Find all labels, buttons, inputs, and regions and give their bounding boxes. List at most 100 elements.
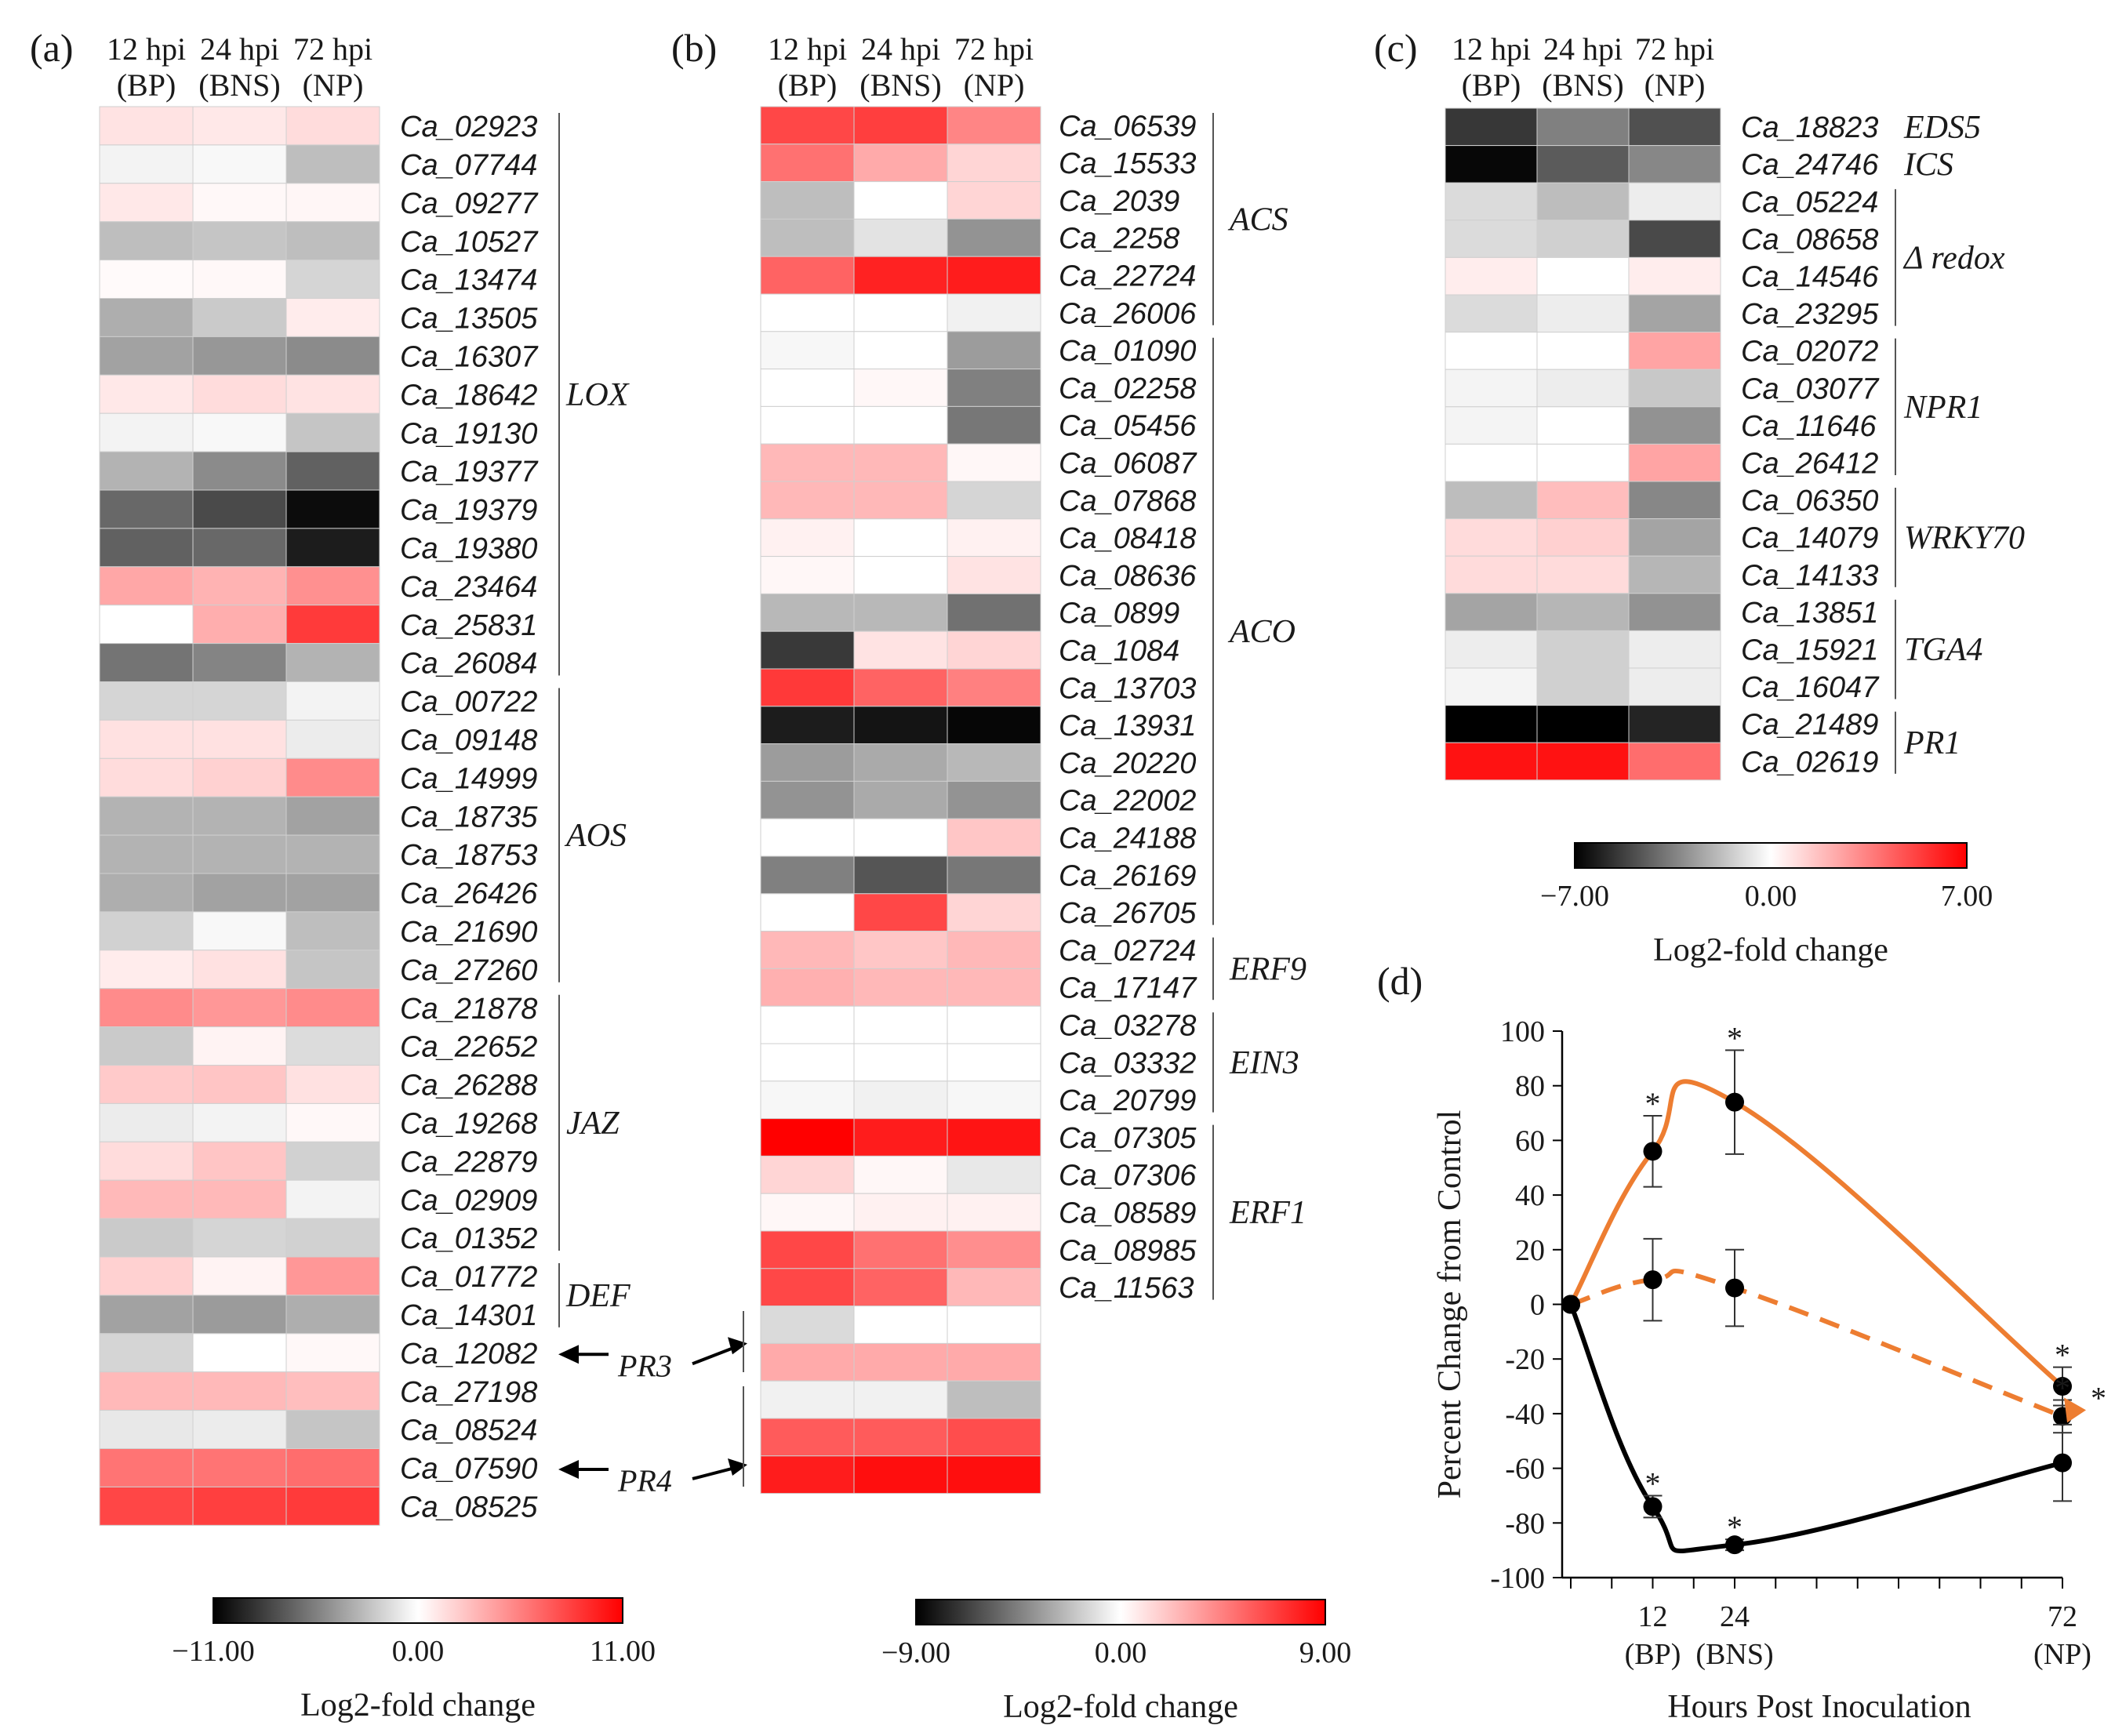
heatmap-cell: [853, 818, 948, 857]
significance-marker: *: [1727, 1509, 1743, 1545]
gene-label: Ca_08589: [1059, 1197, 1196, 1229]
gene-label: Ca_15533: [1059, 147, 1196, 180]
heatmap-cell: [285, 1410, 380, 1449]
heatmap-cell: [853, 1043, 948, 1082]
gene-label: Ca_27198: [400, 1376, 537, 1409]
heatmap-cell: [947, 630, 1041, 670]
heatmap-cell: [1536, 332, 1630, 370]
heatmap-cell: [192, 796, 287, 836]
heatmap-cell: [760, 593, 855, 632]
data-point: [2053, 1453, 2072, 1473]
gene-label: Ca_02072: [1741, 336, 1878, 369]
heatmap-cell: [947, 1080, 1041, 1120]
heatmap-cell: [192, 528, 287, 568]
heatmap-cell: [947, 106, 1041, 145]
heatmap-cell: [1445, 593, 1538, 631]
heatmap-cell: [760, 1118, 855, 1157]
data-point: [1643, 1270, 1663, 1290]
heatmap-cell: [99, 1102, 194, 1142]
gene-label: Ca_05456: [1059, 410, 1197, 443]
pointer-label: PR4: [617, 1463, 672, 1498]
gene-label: Ca_24746: [1741, 149, 1879, 182]
gene-label: Ca_22879: [400, 1146, 537, 1179]
y-tick-label: 80: [1515, 1070, 1545, 1103]
heatmap-cell: [1536, 406, 1630, 445]
y-tick-label: 40: [1515, 1179, 1545, 1212]
heatmap-cell: [760, 1155, 855, 1194]
heatmap-cell: [947, 556, 1041, 594]
gene-label: Ca_19130: [400, 417, 537, 450]
gene-label: Ca_14546: [1741, 261, 1879, 294]
group-label: ERF9: [1229, 951, 1306, 987]
series-line: [1568, 1303, 2063, 1553]
data-point: [1643, 1497, 1663, 1516]
gene-label: Ca_16307: [400, 341, 539, 374]
heatmap-cell: [285, 1371, 380, 1411]
gene-label: Ca_23295: [1741, 298, 1879, 331]
heatmap-cell: [760, 1043, 855, 1082]
gene-label: Ca_07590: [400, 1453, 537, 1486]
heatmap-cell: [285, 1256, 380, 1296]
gene-label: Ca_24188: [1059, 822, 1196, 855]
group-label: EIN3: [1229, 1045, 1299, 1081]
heatmap-cell: [285, 643, 380, 682]
heatmap-cell: [1445, 705, 1538, 743]
heatmap-cell: [853, 556, 948, 594]
gene-label: Ca_22652: [400, 1031, 537, 1064]
heatmap-cell: [285, 834, 380, 874]
heatmap-cell: [1536, 518, 1630, 557]
heatmap-cell: [760, 706, 855, 745]
gene-label: Ca_21878: [400, 993, 537, 1026]
heatmap-cell: [192, 1448, 287, 1487]
gene-label: Ca_02923: [400, 111, 537, 143]
heatmap-cell: [99, 1295, 194, 1335]
group-label: JAZ: [566, 1106, 620, 1142]
heatmap-cell: [853, 256, 948, 295]
heatmap-cell: [192, 489, 287, 529]
data-point: [1725, 1278, 1744, 1298]
heatmap-cell: [853, 968, 948, 1007]
heatmap-cell: [853, 1380, 948, 1419]
heatmap-cell: [853, 1118, 948, 1157]
heatmap-cell: [1536, 256, 1630, 296]
heatmap-cell: [285, 566, 380, 606]
heatmap-cell: [99, 1256, 194, 1296]
heatmap-cell: [947, 668, 1041, 707]
heatmap-cell: [1628, 294, 1721, 333]
heatmap-cell: [99, 796, 194, 836]
heatmap-cell: [285, 1333, 380, 1373]
heatmap-cell: [99, 1065, 194, 1104]
column-header: 24 hpi: [200, 31, 279, 67]
heatmap-cell: [99, 950, 194, 990]
y-tick-label: 100: [1500, 1015, 1545, 1048]
gene-label: Ca_13703: [1059, 672, 1196, 705]
heatmap-cell: [853, 743, 948, 782]
gene-label: Ca_18642: [400, 379, 537, 412]
heatmap-cell: [285, 489, 380, 529]
heatmap-cell: [192, 1218, 287, 1258]
heatmap-cell: [853, 1268, 948, 1307]
heatmap-cell: [192, 1141, 287, 1181]
heatmap-cell: [99, 1333, 194, 1373]
heatmap-cell: [1628, 256, 1721, 296]
heatmap-cell: [192, 1026, 287, 1066]
heatmap-cell: [1445, 555, 1538, 594]
heatmap-cell: [853, 481, 948, 520]
heatmap-cell: [947, 1342, 1041, 1382]
y-tick-label: -40: [1505, 1398, 1545, 1431]
heatmap-cell: [192, 1410, 287, 1449]
heatmap-cell: [947, 1455, 1041, 1494]
heatmap-cell: [760, 518, 855, 557]
gene-label: Ca_26169: [1059, 859, 1196, 892]
scale-title: Log2-fold change: [300, 1687, 536, 1723]
heatmap-cell: [1628, 742, 1721, 781]
heatmap-cell: [285, 106, 380, 146]
column-header-sub: (BNS): [198, 67, 280, 103]
gene-label: Ca_14999: [400, 762, 537, 795]
heatmap-cell: [760, 181, 855, 220]
heatmap-cell: [760, 106, 855, 145]
data-point: [2053, 1377, 2072, 1396]
heatmap-cell: [947, 855, 1041, 895]
heatmap-cell: [192, 911, 287, 951]
heatmap-cell: [192, 451, 287, 491]
